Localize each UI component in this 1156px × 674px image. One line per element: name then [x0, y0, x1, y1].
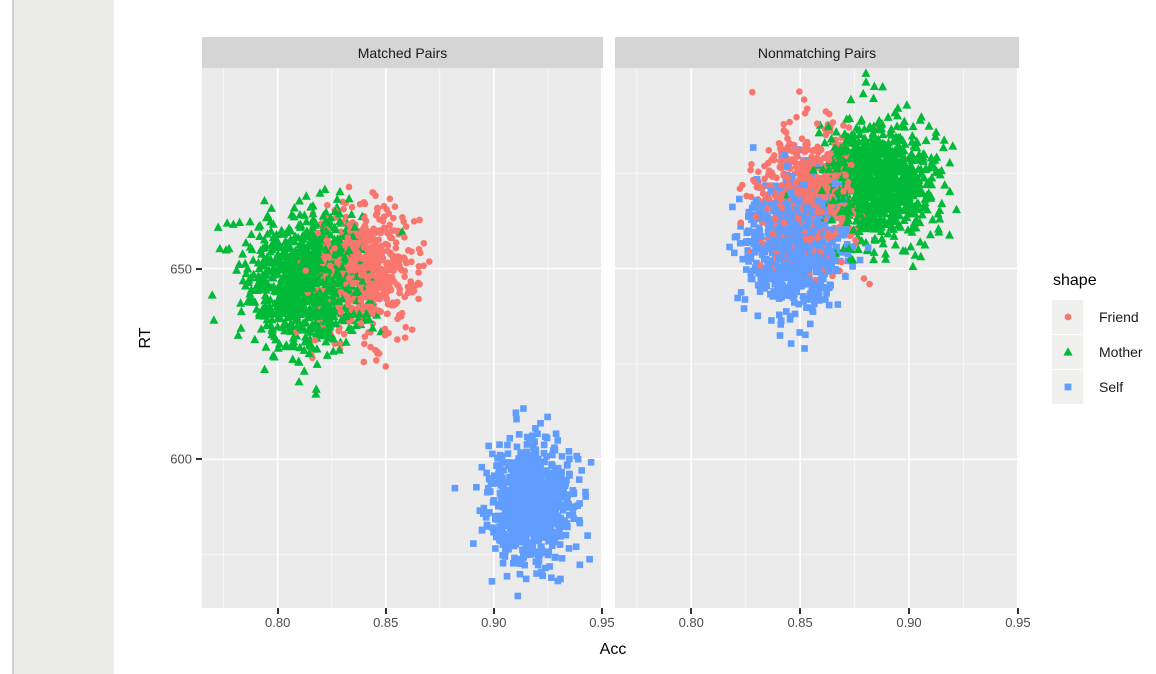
legend-entry-mother: Mother [1052, 335, 1143, 369]
legend-title: shape [1053, 272, 1097, 289]
x-axis-tick-label: 0.90 [896, 615, 922, 630]
x-axis-tick-label: 0.85 [373, 615, 399, 630]
x-axis-title: Acc [599, 641, 627, 658]
x-axis-tick-label: 0.80 [265, 615, 291, 630]
legend-entries: Friend Mother Self [1052, 300, 1143, 404]
facet-panel-matched-pairs [202, 68, 603, 608]
y-axis-tick-label: 600 [170, 451, 192, 467]
y-axis-tick-label: 650 [170, 261, 192, 277]
legend-entry-friend: Friend [1052, 300, 1143, 334]
legend-entry-self: Self [1052, 370, 1143, 404]
scatter-canvas-nonmatching-pairs [615, 68, 1019, 608]
x-axis-tick-label: 0.95 [589, 615, 615, 630]
x-axis-tick [799, 608, 802, 614]
x-axis-tick [1016, 608, 1019, 614]
x-axis-tick-label: 0.95 [1005, 615, 1031, 630]
y-axis-title: RT [137, 327, 154, 349]
x-axis-tick [492, 608, 495, 614]
x-axis-tick [384, 608, 387, 614]
x-axis-tick [600, 608, 603, 614]
left-gutter-panel [12, 0, 114, 674]
facet-strip-label: Nonmatching Pairs [757, 44, 877, 61]
facet-strip-label: Matched Pairs [357, 44, 448, 61]
x-axis-tick-label: 0.90 [481, 615, 507, 630]
x-axis-tick [908, 608, 911, 614]
legend-entry-label: Friend [1099, 309, 1139, 325]
legend: shape Friend Mother Self [1052, 272, 1143, 405]
y-axis-tick [196, 458, 202, 461]
x-axis-tick-label: 0.85 [787, 615, 813, 630]
triangle-marker-icon [1062, 347, 1073, 356]
legend-entry-label: Self [1099, 379, 1124, 395]
square-marker-icon [1064, 383, 1071, 391]
x-axis-tick-label: 0.80 [678, 615, 704, 630]
legend-entry-label: Mother [1099, 344, 1143, 360]
scatter-canvas-matched-pairs [202, 68, 603, 608]
legend-key [1052, 300, 1083, 334]
facet-panel-nonmatching-pairs [615, 68, 1019, 608]
x-axis-tick [276, 608, 279, 614]
facet-strip-matched-pairs: Matched Pairs [202, 37, 603, 68]
legend-key [1052, 370, 1083, 404]
facet-strip-nonmatching-pairs: Nonmatching Pairs [615, 37, 1019, 68]
legend-key [1052, 335, 1083, 369]
y-axis-tick [196, 267, 202, 270]
x-axis-tick [690, 608, 693, 614]
circle-marker-icon [1064, 313, 1071, 321]
